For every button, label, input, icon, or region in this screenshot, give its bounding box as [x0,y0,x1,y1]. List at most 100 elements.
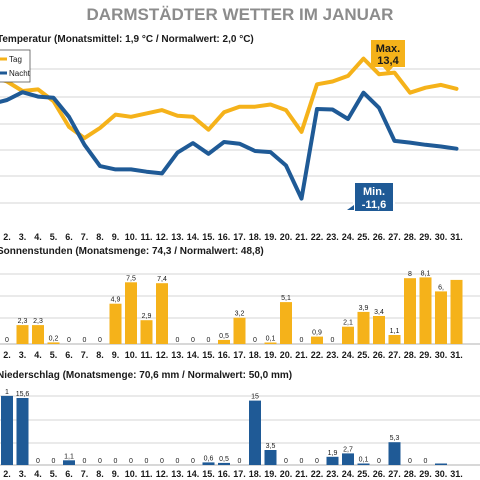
sunshine-data-label: 4,9 [111,297,121,304]
x-tick-label: 7. [81,350,89,360]
precipitation-data-label: 0 [98,458,102,465]
precipitation-data-label: 0 [129,458,133,465]
x-tick-label: 16. [218,232,231,242]
x-tick-label: 20. [280,469,293,479]
x-tick-label: 6. [65,469,73,479]
precipitation-bar [16,398,29,465]
temperature-grid [0,68,480,204]
x-tick-label: 8. [96,469,104,479]
x-tick-label: 29. [419,469,432,479]
sunshine-data-label: 2,1 [343,320,353,327]
precipitation-bar [435,463,447,465]
precipitation-data-label: 2,7 [343,446,353,453]
min-callout-box [353,181,395,213]
x-tick-label: 13. [171,469,184,479]
precipitation-data-label: 0 [191,458,195,465]
sunshine-bar [32,325,44,344]
x-tick-label: 8. [96,232,104,242]
precipitation-data-label: 1,9 [328,450,338,457]
x-tick-label: 8. [96,350,104,360]
x-tick-label: 26. [373,232,386,242]
x-tick-label: 14. [187,469,200,479]
x-tick-label: 29. [419,350,432,360]
x-tick-label: 19. [264,350,277,360]
sunshine-data-label: 0 [300,337,304,344]
sunshine-bars: 0 2,3 2,3 0,2 0 0 0 4,9 7,5 2,9 7,4 0 0 0 0,5 3,2 0 0,1 5,… [5,270,463,344]
x-tick-label: 31. [450,232,463,242]
precipitation-x-axis: 2. 3. 4. 5. 6. 7. 8. 9. 10. 11. 12. 13. 14. 15. 16. 17.… [3,469,463,479]
precipitation-data-label: 0 [36,458,40,465]
x-tick-label: 15. [202,469,215,479]
sunshine-bar [435,291,447,344]
x-tick-label: 27. [388,469,401,479]
precipitation-data-label: 1,1 [64,453,74,460]
sunshine-data-label: 0,5 [219,333,229,340]
sunshine-bar [342,326,354,344]
x-tick-label: 9. [112,350,120,360]
x-tick-label: 30. [435,232,448,242]
x-tick-label: 18. [249,469,262,479]
sunshine-data-label: 5,1 [281,295,291,302]
x-tick-label: 25. [357,350,370,360]
legend-day-label: Tag [9,55,22,64]
sunshine-data-label: 0 [5,337,9,344]
x-tick-label: 16. [218,350,231,360]
sunshine-bar [233,317,246,344]
precipitation-bar [388,442,401,465]
x-tick-label: 22. [311,469,324,479]
x-tick-label: 9. [112,469,120,479]
x-tick-label: 31. [450,350,463,360]
sunshine-data-label: 2,3 [33,318,43,325]
x-tick-label: 3. [19,469,27,479]
sunshine-panel: Sonnenstunden (Monatsmenge: 74,3 / Norma… [0,246,480,360]
x-tick-label: 23. [326,232,339,242]
sunshine-bar [218,339,230,344]
x-tick-label: 28. [404,232,417,242]
sunshine-bar [419,277,432,344]
temperature-callouts: Max. 13,4 Min. -11,6 [347,40,405,213]
x-tick-label: 10. [125,232,138,242]
min-callout-value: -11,6 [362,199,386,211]
sunshine-data-label: 0 [67,337,71,344]
sunshine-bar [140,320,153,344]
x-tick-label: 31. [450,469,463,479]
precipitation-bar [63,460,75,465]
x-tick-label: 19. [264,232,277,242]
x-tick-label: 12. [156,469,169,479]
x-tick-label: 10. [125,350,138,360]
x-tick-label: 2. [3,469,11,479]
precipitation-bars: 1 15,6 0 0 1,1 0 0 0 0 0 0 0 0 0,6 0,5 0 15 3,5 0 0 0 1,9 2,7 0… [1,389,447,465]
x-tick-label: 18. [249,350,262,360]
x-tick-label: 26. [373,350,386,360]
precipitation-data-label: 0 [284,458,288,465]
max-callout-value: 13,4 [377,55,399,67]
sunshine-bar [109,303,122,344]
x-tick-label: 15. [202,350,215,360]
x-tick-label: 25. [357,232,370,242]
x-tick-label: 16. [218,469,231,479]
sunshine-data-label: 0 [83,337,87,344]
x-tick-label: 3. [19,350,27,360]
sunshine-data-label: 8,1 [421,270,431,277]
precipitation-bar [264,450,277,465]
precipitation-data-label: 0,5 [219,456,229,463]
precipitation-data-label: 0 [145,458,149,465]
x-tick-label: 2. [3,232,11,242]
min-callout-pointer [347,205,354,210]
precipitation-bar [202,462,215,465]
precipitation-data-label: 0 [114,458,118,465]
sunshine-bar [311,336,323,344]
precipitation-data-label: 3,5 [266,443,276,450]
x-tick-label: 2. [3,350,11,360]
max-callout-label: Max. [376,43,400,55]
precipitation-bar [342,453,354,465]
sunshine-data-label: 0,9 [312,330,322,337]
x-tick-label: 11. [140,350,152,360]
sunshine-bar [357,311,370,344]
x-tick-label: 29. [419,232,432,242]
sunshine-data-label: 0 [331,337,335,344]
precipitation-data-label: 15 [251,394,259,401]
x-tick-label: 21. [295,350,308,360]
sunshine-data-label: 0,2 [49,335,59,342]
legend-night-label: Nacht [9,69,31,78]
